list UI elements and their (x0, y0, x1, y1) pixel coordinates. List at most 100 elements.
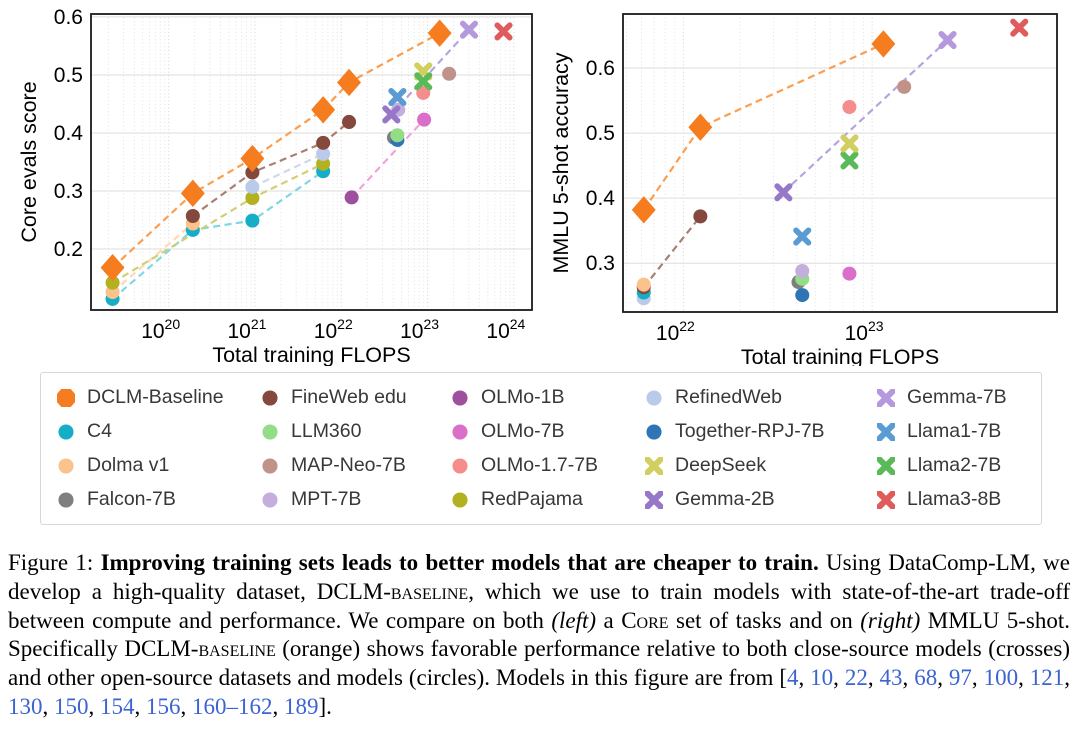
y-tick-label: 0.3 (54, 180, 83, 203)
caption-citation-separator: , (937, 665, 949, 691)
series-llm360 (390, 128, 405, 143)
cross-icon (877, 388, 895, 407)
left-plot: 0.2 0.3 0.4 0.5 0.6 1020 1021 1022 1023 1024 Total… (17, 6, 533, 366)
y-tick-label: 0.5 (54, 64, 83, 87)
caption-title: Improving training sets leads to better … (100, 550, 819, 575)
caption-citation-separator: , (88, 693, 100, 719)
series-gemma-7b (459, 20, 479, 39)
series-together-rpj-7b (795, 288, 810, 303)
legend-item-olmo-7b: OLMo-7B (451, 420, 645, 443)
caption-segment: MMLU 5-shot. Specifically DCLM- (8, 607, 1071, 662)
caption-segment: (orange) shows favorable performance rel… (8, 636, 1070, 691)
legend-label: OLMo-1B (481, 386, 565, 408)
figure-caption: Figure 1: Improving training sets leads … (8, 549, 1070, 722)
caption-citation[interactable]: 100 (983, 665, 1019, 691)
series-mpt-7b (795, 263, 810, 279)
series-gemma-2b (774, 183, 793, 202)
legend-item-llama1-7b: Llama1-7B (877, 420, 1027, 443)
legend-label: Llama3-8B (907, 488, 1002, 510)
legend-label: OLMo-1.7-7B (481, 454, 599, 476)
caption-citation[interactable]: 160–162 (192, 693, 273, 719)
circle-icon (262, 491, 278, 508)
legend-item-dolma-v1: Dolma v1 (57, 454, 261, 477)
caption-citation[interactable]: 4 (786, 665, 799, 691)
caption-citation[interactable]: 154 (100, 693, 135, 719)
series-deepseek (840, 134, 859, 153)
legend-label: Llama1-7B (907, 420, 1002, 442)
legend-item-olmo-1b: OLMo-1B (451, 386, 645, 409)
y-axis-label: Core evals score (17, 81, 41, 242)
y-tick-label: 0.5 (586, 122, 615, 145)
legend-item-llm360: LLM360 (261, 420, 451, 443)
series-fineweb-edu (185, 114, 357, 223)
series-gemma-7b (938, 30, 957, 50)
caption-citation[interactable]: 156 (146, 693, 181, 719)
series-olmo-7b (417, 112, 432, 127)
legend-label: Falcon-7B (87, 488, 176, 510)
caption-citation[interactable]: 97 (948, 665, 972, 691)
circle-icon (452, 423, 468, 440)
legend-item-mpt-7b: MPT-7B (261, 488, 451, 511)
x-tick-label: 1020 (141, 316, 180, 343)
series-redpajama (105, 156, 331, 290)
scatter-plots: 0.2 0.3 0.4 0.5 0.6 1020 1021 1022 1023 1024 Total… (17, 6, 1058, 366)
y-tick-label: 0.3 (586, 252, 615, 275)
legend-item-refinedweb: RefinedWeb (645, 386, 877, 409)
legend-label: Gemma-2B (675, 488, 775, 510)
legend-column: Gemma-7B Llama1-7B Llama2-7B Llama3-8B (877, 386, 1027, 511)
caption-citation[interactable]: 130 (8, 693, 43, 719)
x-axis-label: Total training FLOPS (212, 343, 410, 366)
caption-citation-separator: , (42, 693, 54, 719)
legend-column: OLMo-1B OLMo-7B OLMo-1.7-7B RedPajama (451, 386, 645, 511)
caption-citation-separator: , (867, 665, 880, 691)
circle-icon (452, 389, 468, 406)
legend-column: RefinedWeb Together-RPJ-7B DeepSeek Gemma-2… (645, 386, 877, 511)
legend-item-dclm-baseline: DCLM-Baseline (57, 386, 261, 409)
cross-icon (877, 490, 895, 509)
circle-icon (262, 423, 278, 440)
caption-segment: Using DataComp-LM, we develop a high-qua… (8, 550, 1070, 604)
caption-citation[interactable]: 22 (844, 665, 868, 691)
caption-citation-separator: , (1064, 665, 1071, 691)
caption-citation[interactable]: 121 (1029, 665, 1065, 691)
legend-column: FineWeb edu LLM360 MAP-Neo-7B MPT-7B (261, 386, 451, 511)
caption-citation-separator: , (134, 693, 146, 719)
caption-citation-separator: , (180, 693, 192, 719)
cross-icon (645, 490, 663, 509)
legend-item-olmo-1-7-7b: OLMo-1.7-7B (451, 454, 645, 477)
caption-citation[interactable]: 150 (54, 693, 89, 719)
series-olmo-1b (344, 190, 359, 205)
caption-body: Using DataComp-LM, we develop a high-qua… (8, 550, 1070, 719)
caption-citation[interactable]: 10 (810, 665, 834, 691)
legend-item-c4: C4 (57, 420, 261, 443)
series-llama3-8b (1010, 18, 1029, 37)
caption-segment: set of tasks and on (668, 607, 861, 633)
series-map-neo-7b (897, 79, 912, 94)
legend-item-gemma-7b: Gemma-7B (877, 386, 1027, 409)
x-tick-label: 1023 (845, 318, 884, 345)
caption-citation[interactable]: 189 (284, 693, 319, 719)
caption-citation[interactable]: 68 (914, 665, 938, 691)
legend-label: Llama2-7B (907, 454, 1002, 476)
series-olmo-7b (842, 266, 857, 281)
x-tick-label: 1023 (400, 316, 439, 343)
legend-label: Together-RPJ-7B (675, 420, 825, 442)
series-llama1-7b (388, 87, 407, 107)
caption-segment: baseline (198, 636, 276, 662)
legend-label: Dolma v1 (87, 454, 170, 476)
y-tick-label: 0.4 (586, 187, 616, 210)
caption-segment: a C (596, 607, 637, 633)
circle-icon (646, 389, 662, 406)
circle-icon (58, 423, 74, 440)
legend-label: DeepSeek (675, 454, 767, 476)
legend-label: FineWeb edu (291, 386, 407, 408)
x-axis-label: Total training FLOPS (741, 345, 939, 366)
legend-label: RefinedWeb (675, 386, 782, 408)
x-tick-label: 1022 (314, 316, 353, 343)
legend-label: LLM360 (291, 420, 362, 442)
caption-citation[interactable]: 43 (879, 665, 903, 691)
legend-label: MAP-Neo-7B (291, 454, 406, 476)
x-tick-label: 1022 (656, 318, 695, 345)
caption-segment: (right) (860, 607, 921, 633)
